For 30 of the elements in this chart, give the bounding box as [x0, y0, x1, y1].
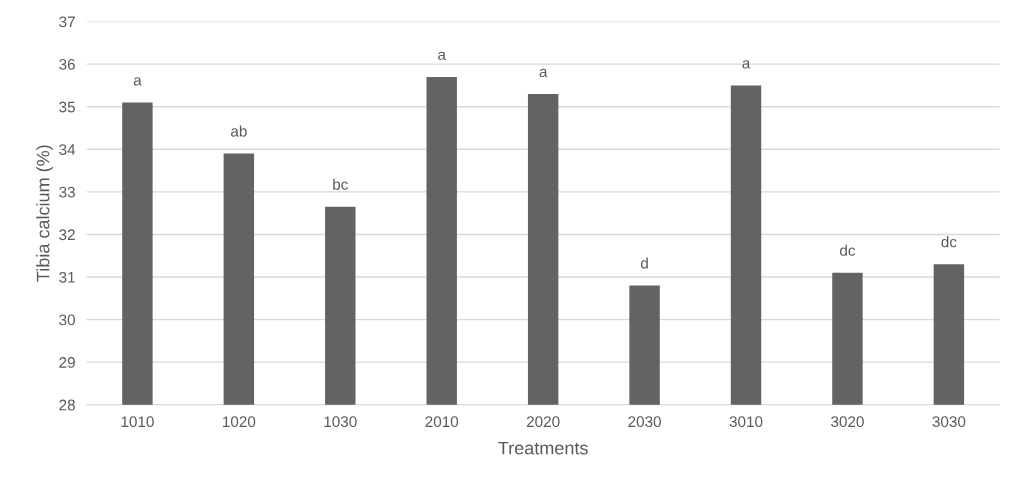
annotation: bc [333, 178, 348, 190]
y-tick-label: 36 [59, 59, 75, 70]
x-tick-label: 3010 [729, 416, 763, 428]
y-axis-title: Tibia calcium (%) [36, 145, 54, 282]
annotation: d [640, 257, 648, 269]
x-tick-label: 1030 [324, 416, 357, 428]
y-tick-label: 35 [59, 101, 75, 113]
y-tick-label: 32 [59, 229, 75, 241]
annotation: ab [231, 125, 247, 137]
y-tick-label: 34 [59, 144, 76, 155]
y-tick-label: 28 [59, 399, 75, 411]
annotation: a [133, 77, 142, 86]
annotation: a [539, 68, 548, 78]
x-axis-title: Treatments [498, 441, 588, 455]
x-tick-label: 3020 [831, 416, 864, 428]
annotation: a [742, 60, 751, 69]
y-tick-label: 37 [59, 16, 75, 28]
x-tick-label: 1020 [223, 416, 256, 428]
x-tick-label: 1010 [121, 416, 154, 428]
y-tick-label: 31 [59, 271, 75, 283]
x-tick-label: 2010 [425, 416, 459, 428]
y-tick-label: 33 [59, 186, 75, 198]
y-tick-label: 30 [59, 314, 75, 326]
annotation: a [438, 51, 446, 60]
x-tick-label: 2030 [628, 416, 661, 428]
x-tick-label: 3030 [932, 416, 966, 428]
annotation: dc [941, 236, 957, 248]
x-tick-label: 2020 [526, 416, 560, 428]
y-tick-label: 29 [59, 357, 75, 368]
annotation: dc [840, 244, 856, 256]
